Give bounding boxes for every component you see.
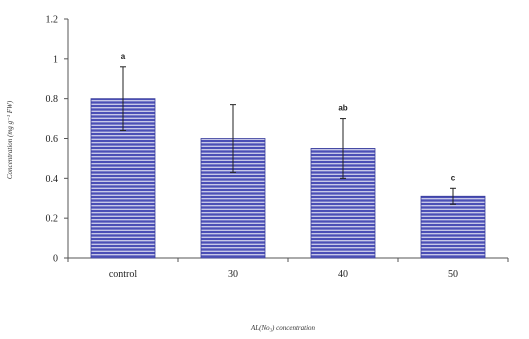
x-ticks: control 30 40 50 <box>67 258 509 280</box>
data-label: ab <box>338 104 347 113</box>
bar <box>420 195 486 259</box>
y-tick-label: 0.8 <box>46 94 59 105</box>
x-tick-label: 50 <box>448 269 458 280</box>
y-tick-label: 0.2 <box>46 214 59 225</box>
y-axis: 0 0.2 0.4 0.6 0.8 1 1.2 <box>46 15 69 265</box>
data-label: c <box>451 173 456 182</box>
y-tick-label: 1 <box>53 54 58 65</box>
y-tick-label: 1.2 <box>46 15 59 26</box>
x-axis-title: AL(No₃) concentration <box>250 324 316 332</box>
data-labels: a ab c <box>121 52 456 182</box>
y-ticks: 0 0.2 0.4 0.6 0.8 1 1.2 <box>46 15 68 265</box>
bars <box>90 98 486 259</box>
x-tick-label: control <box>109 269 138 280</box>
x-axis: control 30 40 50 <box>67 257 509 280</box>
y-tick-label: 0.4 <box>46 174 59 185</box>
error-bars <box>120 66 456 205</box>
x-tick-label: 30 <box>228 269 238 280</box>
x-tick-label: 40 <box>338 269 348 280</box>
y-tick-label: 0.6 <box>46 134 59 145</box>
y-tick-label: 0 <box>53 254 58 265</box>
data-label: a <box>121 52 126 61</box>
y-axis-title: Concentration (mg g⁻¹ FW) <box>6 100 14 179</box>
